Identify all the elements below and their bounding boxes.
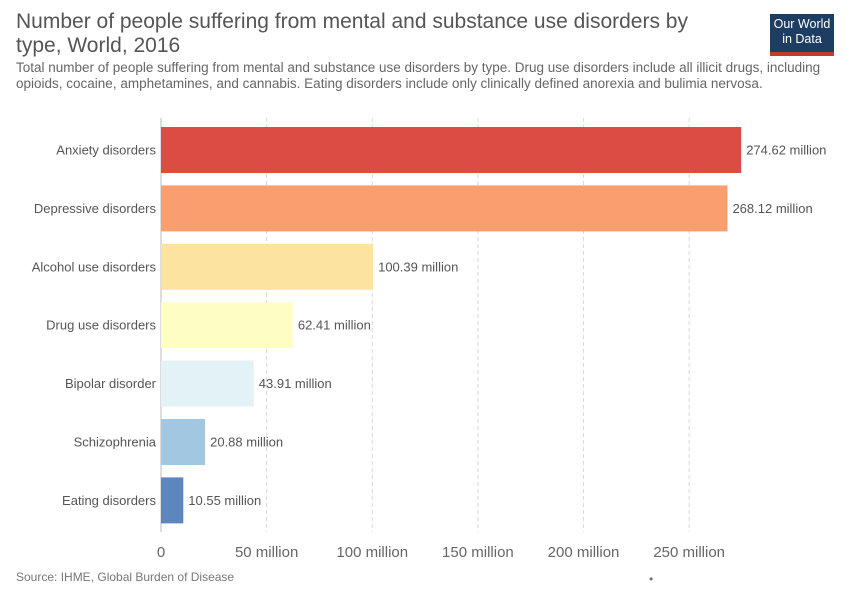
bar[interactable] xyxy=(161,185,728,232)
bar[interactable] xyxy=(161,243,374,290)
value-label: 268.12 million xyxy=(732,201,812,216)
footer-dot: • xyxy=(649,572,654,586)
chart-subtitle: Total number of people suffering from me… xyxy=(16,60,821,91)
value-label: 43.91 million xyxy=(259,376,332,391)
chart-title: Number of people suffering from mental a… xyxy=(16,10,688,57)
value-label: 20.88 million xyxy=(210,435,283,450)
bar[interactable] xyxy=(161,477,184,524)
x-tick-label: 250 million xyxy=(653,544,725,561)
value-labels: 274.62 million 268.12 million 100.39 milli… xyxy=(188,143,826,508)
category-label: Eating disorders xyxy=(62,493,156,508)
category-label: Depressive disorders xyxy=(34,201,157,216)
x-tick-label: 150 million xyxy=(442,544,514,561)
x-tick-label: 100 million xyxy=(336,544,408,561)
value-label: 100.39 million xyxy=(378,259,458,274)
bar[interactable] xyxy=(161,360,254,407)
x-axis-ticks: 0 50 million 100 million 150 million 200 mil… xyxy=(157,544,725,561)
owid-logo[interactable]: Our World in Data xyxy=(770,14,834,56)
logo-line-1: Our World xyxy=(773,17,831,31)
bar[interactable] xyxy=(161,419,206,465)
category-label: Drug use disorders xyxy=(46,318,156,333)
category-label: Bipolar disorder xyxy=(65,376,157,391)
logo-line-2: in Data xyxy=(782,32,822,46)
value-label: 62.41 million xyxy=(298,318,371,333)
x-tick-label: 0 xyxy=(157,544,165,561)
category-label: Anxiety disorders xyxy=(56,143,156,158)
category-labels: Anxiety disorders Depressive disorders Alc… xyxy=(32,143,157,508)
bars xyxy=(161,127,742,524)
value-label: 10.55 million xyxy=(188,493,261,508)
category-label: Schizophrenia xyxy=(74,435,157,450)
x-tick-label: 50 million xyxy=(235,544,298,561)
x-tick-label: 200 million xyxy=(548,544,620,561)
bar[interactable] xyxy=(161,302,293,349)
bar[interactable] xyxy=(161,127,742,173)
value-label: 274.62 million xyxy=(746,143,826,158)
source-note: Source: IHME, Global Burden of Disease xyxy=(16,570,235,584)
category-label: Alcohol use disorders xyxy=(32,259,157,274)
